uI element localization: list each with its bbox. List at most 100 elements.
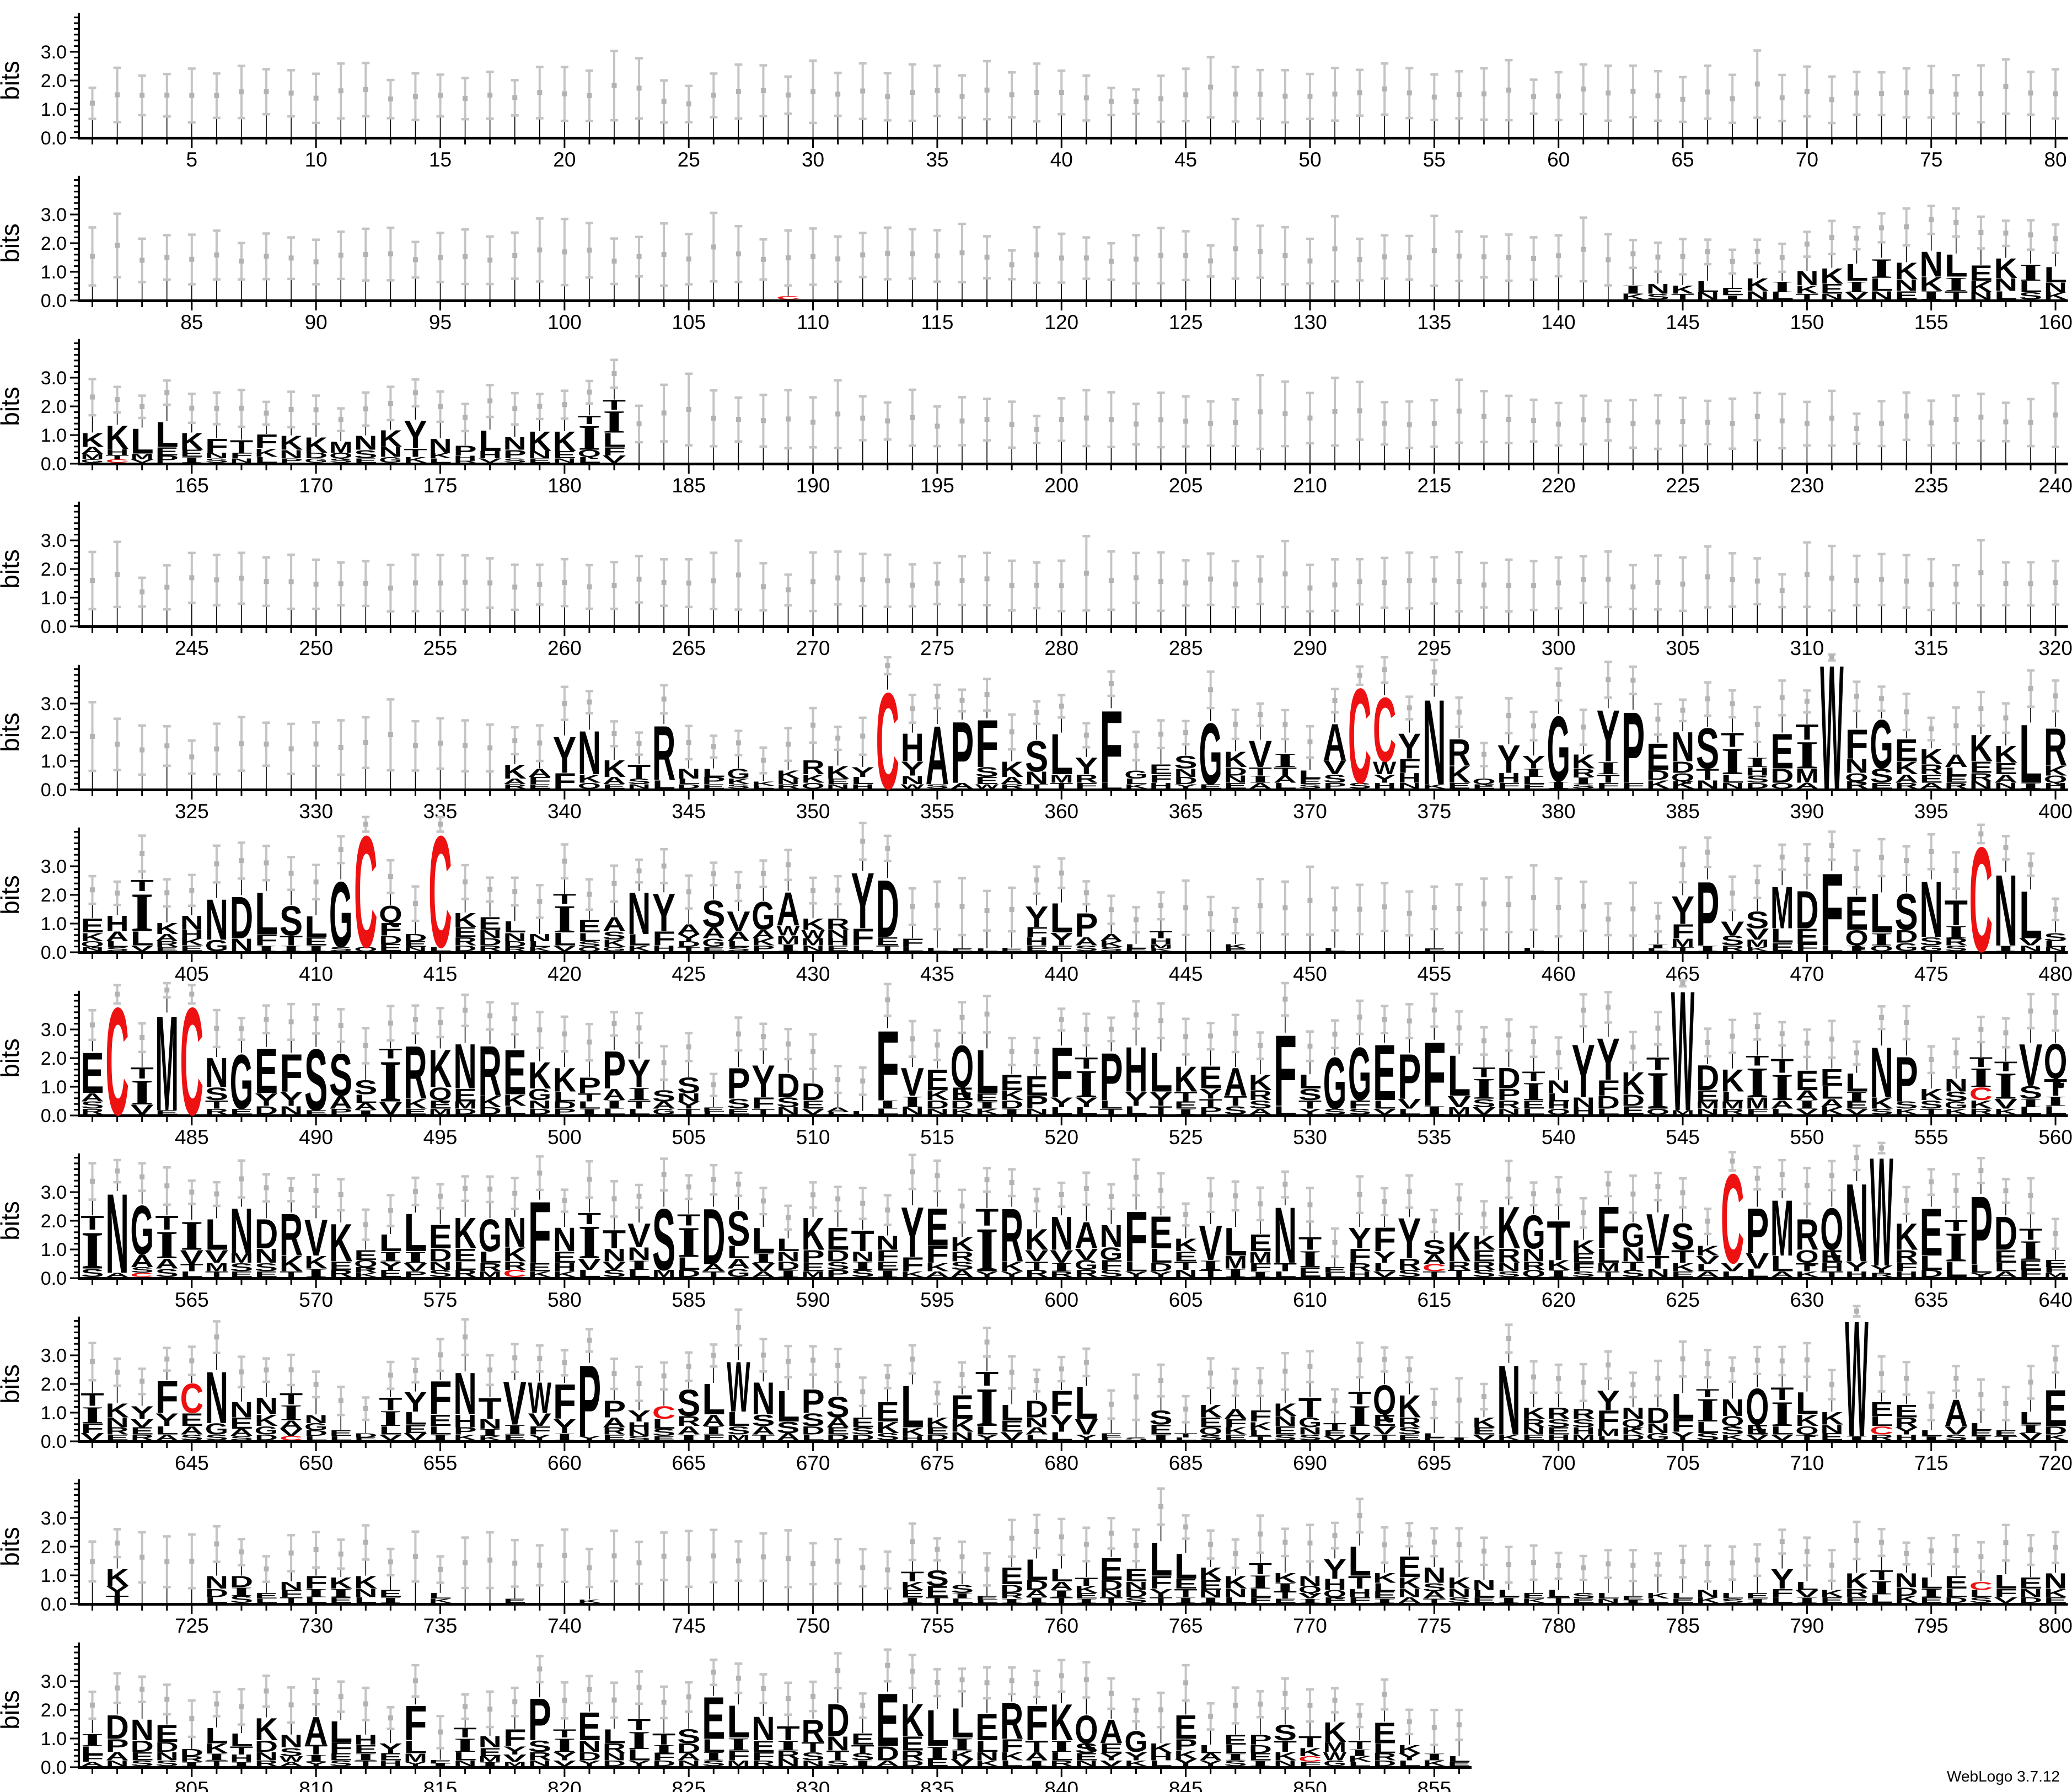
svg-text:I: I	[1646, 1061, 1670, 1120]
svg-text:290: 290	[1293, 637, 1327, 659]
svg-text:I: I	[1994, 1065, 2017, 1107]
svg-text:I: I	[1249, 774, 1272, 785]
svg-text:W: W	[901, 783, 925, 790]
svg-text:I: I	[180, 1213, 203, 1259]
svg-text:E: E	[528, 457, 551, 464]
svg-text:225: 225	[1666, 474, 1700, 497]
svg-text:K: K	[1572, 751, 1595, 773]
svg-text:C: C	[503, 1268, 526, 1279]
svg-text:185: 185	[672, 474, 706, 497]
svg-text:T: T	[975, 1204, 999, 1231]
svg-text:T: T	[1472, 1065, 1496, 1080]
svg-text:E: E	[1447, 781, 1470, 790]
svg-text:D: D	[926, 1098, 949, 1111]
svg-text:E: E	[926, 1063, 949, 1097]
svg-text:K: K	[1124, 783, 1147, 790]
svg-text:Y: Y	[1597, 1026, 1620, 1093]
svg-text:T: T	[80, 1212, 104, 1235]
svg-text:I: I	[155, 1223, 179, 1267]
svg-text:N: N	[379, 444, 402, 460]
svg-text:1.0: 1.0	[41, 425, 67, 446]
svg-text:K: K	[180, 937, 204, 948]
svg-text:325: 325	[175, 800, 209, 823]
svg-text:240: 240	[2038, 474, 2072, 497]
svg-text:D: D	[1671, 758, 1694, 776]
svg-text:N: N	[230, 457, 253, 464]
svg-text:A: A	[1770, 1098, 1794, 1111]
svg-text:N: N	[1994, 275, 2017, 295]
svg-text:L: L	[1721, 772, 1744, 785]
svg-text:K: K	[1994, 1107, 2018, 1116]
svg-text:D: D	[1646, 767, 1670, 783]
svg-text:A: A	[1820, 1097, 1843, 1110]
svg-text:20: 20	[553, 148, 576, 171]
svg-text:S: S	[1721, 933, 1744, 948]
svg-text:N: N	[1696, 291, 1719, 302]
svg-text:L: L	[1646, 948, 1670, 952]
svg-text:I: I	[578, 1107, 601, 1116]
svg-text:S: S	[329, 1042, 352, 1108]
svg-text:R: R	[503, 783, 527, 790]
svg-text:T: T	[1945, 893, 1968, 933]
svg-text:G: G	[131, 1191, 154, 1269]
svg-text:S: S	[1894, 1099, 1918, 1110]
svg-text:H: H	[553, 1261, 576, 1274]
svg-text:455: 455	[1417, 963, 1451, 985]
svg-text:1.0: 1.0	[41, 1240, 67, 1260]
svg-text:365: 365	[1169, 800, 1203, 823]
svg-text:S: S	[1472, 1097, 1495, 1110]
svg-text:K: K	[1920, 744, 1943, 769]
svg-text:1.0: 1.0	[41, 914, 67, 935]
svg-text:R: R	[776, 783, 799, 790]
svg-text:K: K	[255, 446, 278, 459]
svg-text:N: N	[503, 434, 527, 454]
svg-text:S: S	[702, 893, 725, 936]
svg-text:520: 520	[1044, 1126, 1078, 1149]
svg-text:65: 65	[1671, 148, 1694, 171]
svg-text:360: 360	[1044, 800, 1078, 823]
svg-text:bits: bits	[0, 224, 24, 264]
svg-text:N: N	[1945, 1075, 1968, 1095]
svg-text:E: E	[329, 1259, 352, 1273]
svg-text:235: 235	[1914, 474, 1948, 497]
svg-text:E: E	[826, 777, 849, 786]
svg-text:0.0: 0.0	[41, 128, 67, 149]
svg-text:F: F	[1099, 689, 1123, 805]
svg-text:400: 400	[2038, 800, 2072, 823]
svg-text:Y: Y	[1373, 772, 1396, 785]
svg-text:M: M	[801, 1270, 824, 1279]
svg-text:T: T	[1994, 1059, 2018, 1074]
svg-text:K: K	[1622, 293, 1645, 302]
svg-text:I: I	[1571, 775, 1595, 786]
svg-text:F: F	[926, 1242, 949, 1268]
svg-text:A: A	[155, 1256, 178, 1272]
svg-text:175: 175	[423, 474, 458, 497]
svg-text:S: S	[1870, 765, 1893, 787]
logo-row-2: 0.0 1.0 2.0 3.0 bits 85 90 95 100 105 110 115 120 125…	[0, 176, 2072, 334]
svg-text:D: D	[677, 783, 700, 790]
svg-text:D: D	[1224, 765, 1247, 778]
svg-text:L: L	[926, 947, 949, 952]
svg-text:D: D	[876, 863, 899, 954]
svg-text:F: F	[1398, 755, 1421, 777]
svg-text:S: S	[1298, 783, 1322, 790]
svg-text:Y: Y	[255, 1089, 278, 1109]
svg-text:F: F	[751, 1094, 775, 1112]
svg-text:Y: Y	[1597, 695, 1620, 777]
svg-text:K: K	[280, 1252, 303, 1276]
svg-text:I: I	[2019, 781, 2042, 790]
svg-text:D: D	[1770, 765, 1794, 787]
svg-text:N: N	[205, 1050, 228, 1096]
svg-text:I: I	[1845, 1089, 1868, 1104]
svg-text:A: A	[751, 1270, 775, 1279]
svg-text:I: I	[1597, 758, 1620, 778]
svg-text:L: L	[304, 910, 328, 943]
svg-text:N: N	[255, 1245, 278, 1267]
svg-text:D: D	[677, 1268, 700, 1279]
svg-text:T: T	[1597, 772, 1620, 785]
svg-text:K: K	[1174, 1236, 1197, 1256]
svg-text:Y: Y	[1199, 1086, 1222, 1102]
svg-text:L: L	[453, 1259, 476, 1272]
svg-text:L: L	[255, 881, 278, 947]
svg-text:H: H	[1124, 1034, 1147, 1106]
